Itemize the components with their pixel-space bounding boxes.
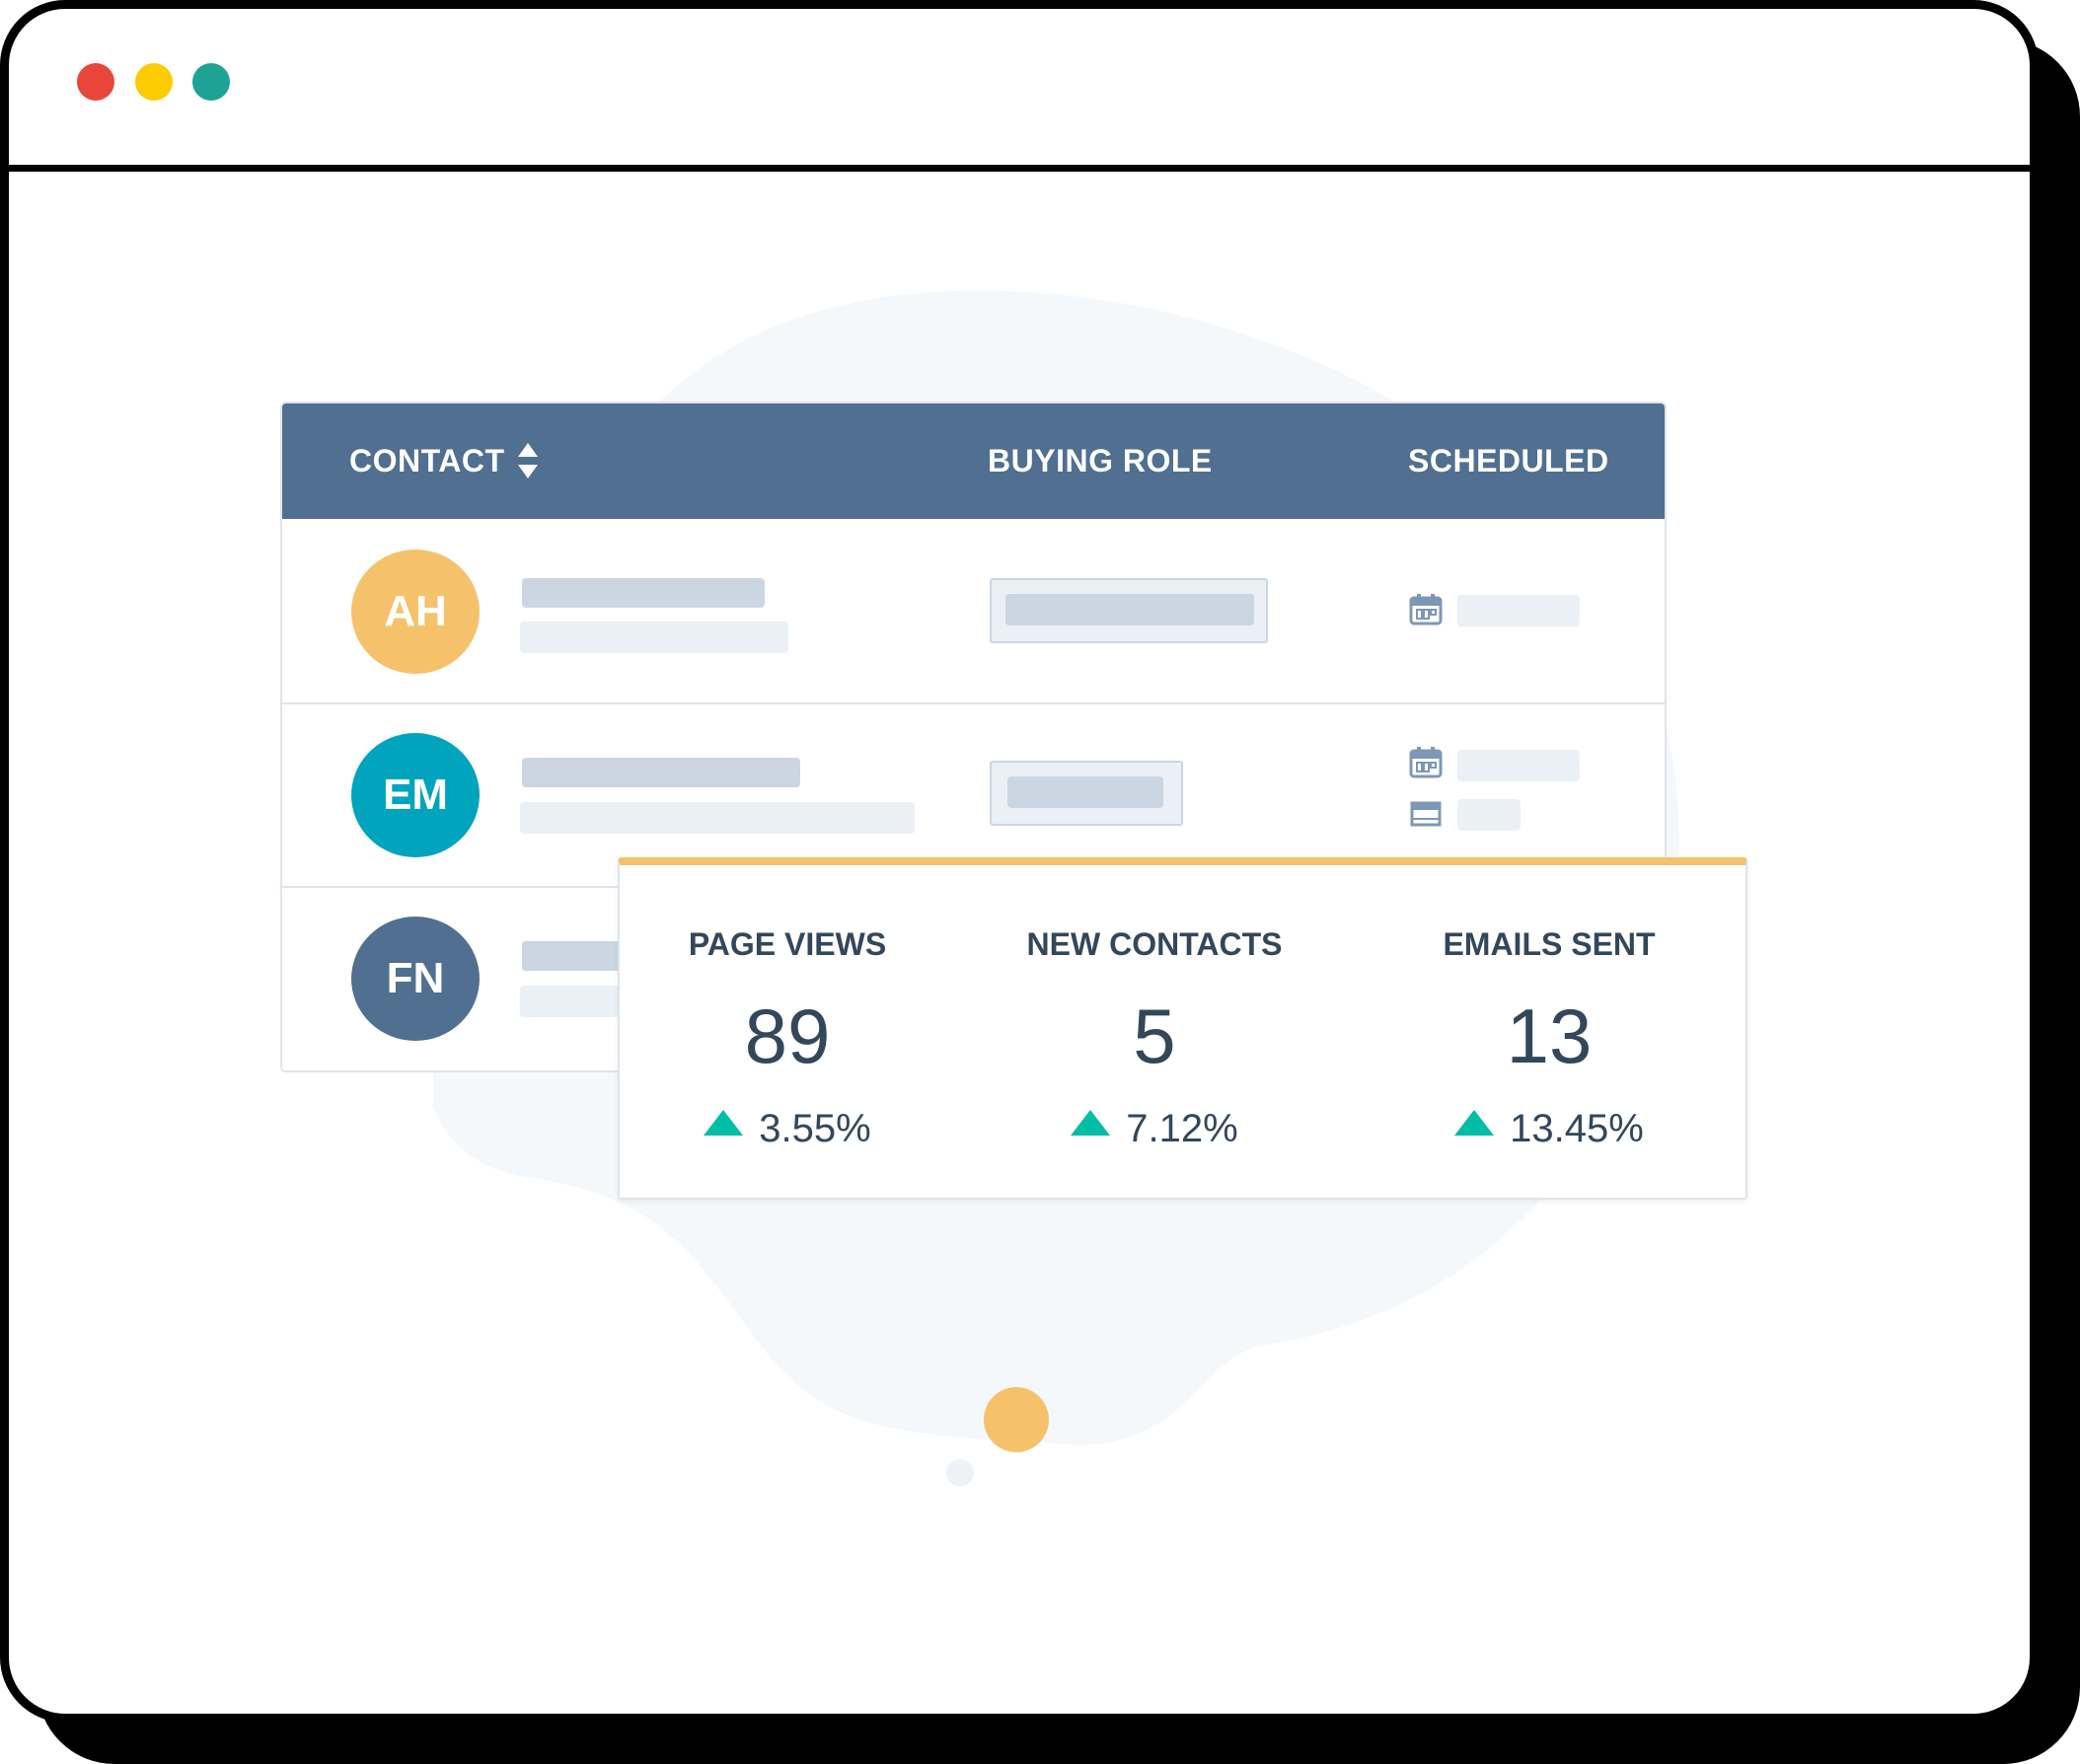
triangle-up-icon — [704, 1110, 744, 1136]
scheduled-date-placeholder — [1457, 595, 1580, 626]
sort-arrows-icon[interactable] — [517, 441, 539, 480]
avatar: AH — [351, 550, 480, 674]
stat-change-value: 13.45% — [1510, 1107, 1644, 1150]
stat-label: PAGE VIEWS — [688, 926, 887, 962]
minimize-dot[interactable] — [135, 63, 173, 101]
table-row[interactable]: AH — [282, 519, 1665, 704]
column-header-scheduled[interactable]: SCHEDULED — [1408, 443, 1609, 478]
buying-role-field[interactable] — [990, 761, 1183, 826]
avatar: FN — [351, 917, 480, 1041]
triangle-up-icon — [1071, 1110, 1111, 1136]
buying-role-placeholder — [1007, 776, 1163, 808]
close-dot[interactable] — [77, 63, 114, 101]
table-header: CONTACT BUYING ROLE SCHEDULED — [282, 404, 1665, 519]
stat-change: 13.45% — [1372, 1107, 1727, 1151]
stat-label: NEW CONTACTS — [1026, 926, 1283, 962]
stat-value: 5 — [1133, 992, 1176, 1079]
zoom-dot[interactable] — [192, 63, 230, 101]
buying-role-field[interactable] — [990, 578, 1268, 643]
stat-label: EMAILS SENT — [1443, 926, 1656, 962]
scheduled-email-placeholder — [1457, 799, 1521, 831]
contact-name-placeholder — [522, 758, 800, 787]
stat-value: 89 — [744, 992, 831, 1079]
stat-change-value: 3.55% — [759, 1107, 871, 1150]
contact-detail-placeholder — [520, 622, 788, 653]
column-header-buying-role[interactable]: BUYING ROLE — [988, 443, 1213, 478]
scheduled-date-placeholder — [1457, 750, 1580, 781]
calendar-icon — [1409, 747, 1443, 778]
title-bar — [9, 9, 2030, 172]
buying-role-placeholder — [1005, 594, 1254, 625]
contact-detail-placeholder — [520, 802, 915, 834]
stat-value: 13 — [1506, 992, 1593, 1079]
contact-name-placeholder — [522, 578, 765, 608]
email-icon — [1410, 801, 1442, 827]
stat-change: 7.12% — [977, 1107, 1332, 1151]
triangle-up-icon — [1454, 1110, 1495, 1136]
decorative-orange-dot — [984, 1387, 1049, 1452]
stat-change: 3.55% — [610, 1107, 965, 1151]
calendar-icon — [1409, 594, 1443, 625]
stats-card: PAGE VIEWS 89 3.55% NEW CONTACTS 5 7.12% EMAIL… — [618, 857, 1747, 1200]
avatar: EM — [351, 733, 480, 857]
decorative-grey-dot — [946, 1459, 974, 1487]
stat-change-value: 7.12% — [1126, 1107, 1238, 1150]
column-header-contact[interactable]: CONTACT — [349, 443, 505, 478]
browser-window: CONTACT BUYING ROLE SCHEDULED AH — [0, 0, 2039, 1723]
